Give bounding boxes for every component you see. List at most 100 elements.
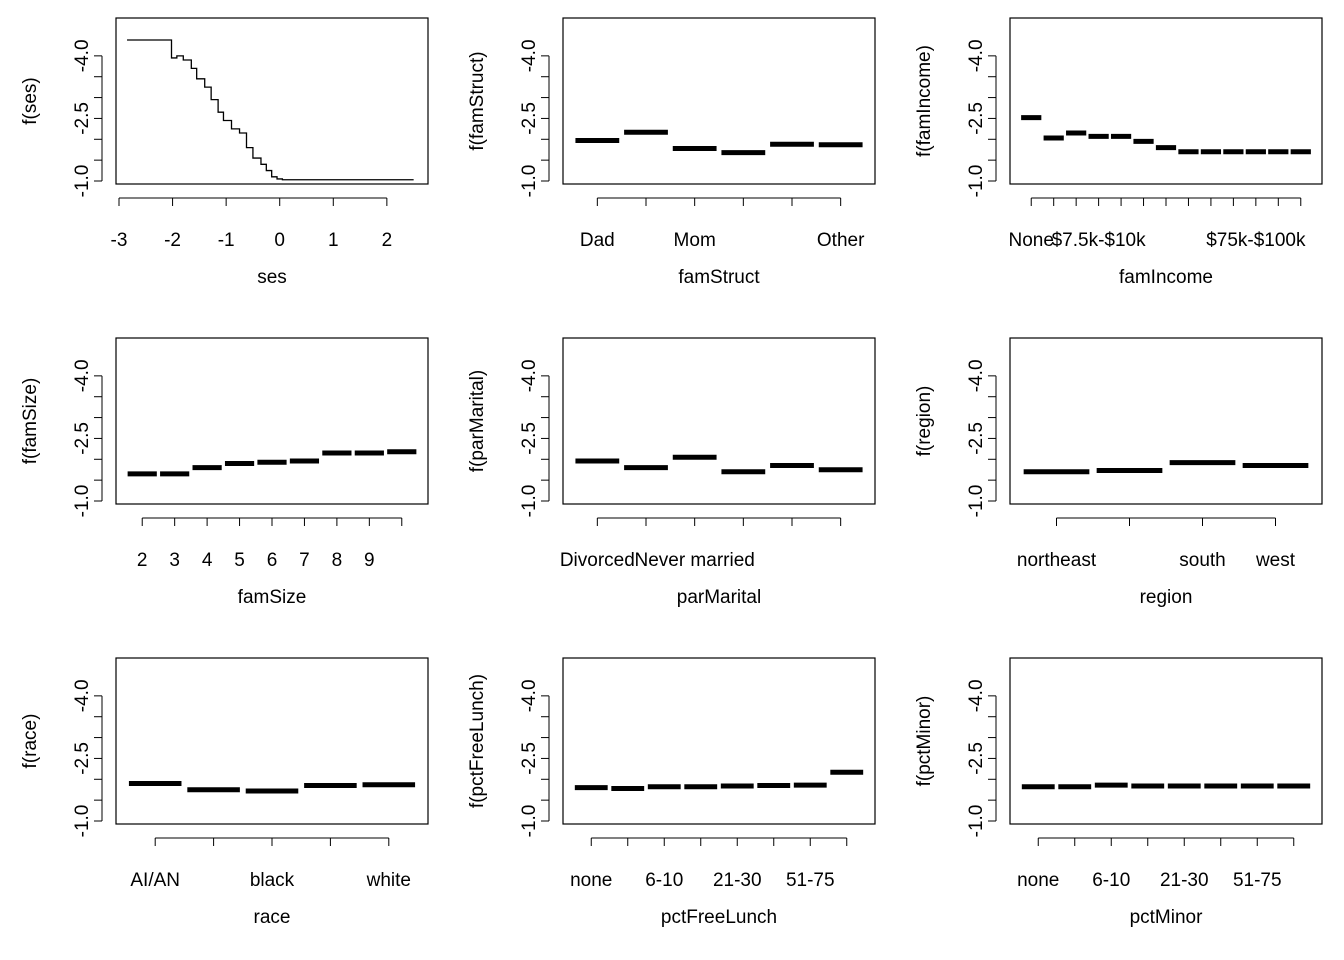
x-axis-label: region bbox=[1140, 587, 1193, 608]
x-tick-label: west bbox=[1255, 550, 1296, 571]
plot-frame bbox=[562, 17, 876, 185]
x-tick-label: 0 bbox=[274, 230, 285, 251]
x-tick-label: northeast bbox=[1017, 550, 1097, 571]
x-tick-label: 9 bbox=[364, 550, 375, 571]
x-tick-label: 8 bbox=[332, 550, 343, 571]
panel-race: -1.0 -2.5 -4.0 f(race) race AI/AN black white bbox=[20, 657, 429, 928]
y-tick-label: -1.0 bbox=[966, 165, 987, 198]
x-tick-label: 21-30 bbox=[1160, 870, 1209, 891]
y-tick-label: -1.0 bbox=[72, 165, 93, 198]
y-axis-label: f(region) bbox=[914, 386, 935, 457]
x-tick-label: None bbox=[1009, 230, 1054, 251]
y-tick-label: -4.0 bbox=[72, 679, 93, 712]
y-axis-label: f(pctMinor) bbox=[914, 696, 935, 787]
x-axis-label: parMarital bbox=[677, 587, 761, 608]
plot-frame bbox=[1009, 17, 1323, 185]
y-tick-label: -1.0 bbox=[966, 805, 987, 838]
x-tick-label: 5 bbox=[234, 550, 245, 571]
panel-famSize: -1.0 -2.5 -4.0 f(famSize) famSize 2 3 4 5 6 7 8 9 bbox=[20, 337, 429, 608]
x-tick-label: Other bbox=[817, 230, 865, 251]
x-tick-label: Dad bbox=[580, 230, 615, 251]
plot-frame bbox=[1009, 657, 1323, 825]
y-tick-label: -2.5 bbox=[966, 422, 987, 455]
y-tick-label: -2.5 bbox=[966, 102, 987, 135]
x-axis-label: famIncome bbox=[1119, 267, 1213, 288]
x-tick-label: south bbox=[1179, 550, 1225, 571]
x-axis-label: pctMinor bbox=[1130, 907, 1204, 928]
x-tick-label: $7.5k-$10k bbox=[1052, 230, 1147, 251]
y-tick-label: -4.0 bbox=[519, 359, 540, 392]
y-axis-label: f(parMarital) bbox=[467, 370, 488, 472]
y-tick-label: -2.5 bbox=[519, 102, 540, 135]
panel-region: -1.0 -2.5 -4.0 f(region) region northeast sout… bbox=[914, 337, 1323, 608]
y-axis-label: f(famSize) bbox=[20, 378, 41, 465]
y-tick-label: -4.0 bbox=[519, 39, 540, 72]
x-tick-label: 4 bbox=[202, 550, 213, 571]
x-axis-label: pctFreeLunch bbox=[661, 907, 777, 928]
plot-frame bbox=[115, 657, 429, 825]
x-tick-label: Mom bbox=[674, 230, 716, 251]
y-axis-label: f(race) bbox=[20, 714, 41, 769]
x-tick-label: -3 bbox=[111, 230, 128, 251]
y-tick-label: -4.0 bbox=[72, 359, 93, 392]
plot-frame bbox=[115, 17, 429, 185]
y-tick-label: -2.5 bbox=[519, 422, 540, 455]
y-tick-label: -1.0 bbox=[519, 485, 540, 518]
panel-pctMinor: -1.0 -2.5 -4.0 f(pctMinor) pctMinor none 6-10 2… bbox=[914, 657, 1323, 928]
y-tick-label: -1.0 bbox=[72, 485, 93, 518]
x-tick-label: 6-10 bbox=[1092, 870, 1130, 891]
x-axis-label: famSize bbox=[238, 587, 307, 608]
y-tick-label: -2.5 bbox=[72, 742, 93, 775]
x-tick-label: 7 bbox=[299, 550, 310, 571]
x-tick-label: 1 bbox=[328, 230, 339, 251]
x-tick-label: Divorced bbox=[560, 550, 635, 571]
y-tick-label: -2.5 bbox=[72, 422, 93, 455]
panel-famIncome: -1.0 -2.5 -4.0 f(famIncome) famIncome None$7.… bbox=[914, 17, 1323, 288]
x-tick-label: 51-75 bbox=[786, 870, 835, 891]
x-tick-label: white bbox=[366, 870, 411, 891]
y-tick-label: -4.0 bbox=[966, 679, 987, 712]
x-tick-label: -2 bbox=[164, 230, 181, 251]
x-tick-label: 2 bbox=[137, 550, 148, 571]
x-tick-label: $75k-$100k bbox=[1206, 230, 1306, 251]
x-tick-label: none bbox=[1017, 870, 1059, 891]
x-tick-label: 6 bbox=[267, 550, 278, 571]
series-line bbox=[127, 39, 414, 181]
x-tick-label: 51-75 bbox=[1233, 870, 1282, 891]
y-tick-label: -1.0 bbox=[519, 165, 540, 198]
y-tick-label: -2.5 bbox=[519, 742, 540, 775]
y-tick-label: -4.0 bbox=[966, 39, 987, 72]
panel-famStruct: -1.0 -2.5 -4.0 f(famStruct) famStruct Dad Mom O… bbox=[467, 17, 876, 288]
y-tick-label: -1.0 bbox=[519, 805, 540, 838]
plot-frame bbox=[1009, 337, 1323, 505]
y-tick-label: -1.0 bbox=[72, 805, 93, 838]
x-axis-label: famStruct bbox=[678, 267, 760, 288]
x-tick-label: AI/AN bbox=[130, 870, 180, 891]
y-tick-label: -1.0 bbox=[966, 485, 987, 518]
x-tick-label: none bbox=[570, 870, 612, 891]
y-tick-label: -4.0 bbox=[966, 359, 987, 392]
x-tick-label: 6-10 bbox=[645, 870, 683, 891]
y-tick-label: -2.5 bbox=[72, 102, 93, 135]
x-tick-label: -1 bbox=[218, 230, 235, 251]
panel-parMarital: -1.0 -2.5 -4.0 f(parMarital) parMarital Divor… bbox=[467, 337, 876, 608]
plot-frame bbox=[115, 337, 429, 505]
plot-frame bbox=[562, 657, 876, 825]
x-tick-label: 2 bbox=[382, 230, 393, 251]
x-tick-label: 21-30 bbox=[713, 870, 762, 891]
y-axis-label: f(pctFreeLunch) bbox=[467, 674, 488, 808]
y-axis-label: f(famIncome) bbox=[914, 45, 935, 157]
x-tick-label: Never married bbox=[634, 550, 754, 571]
y-axis-label: f(famStruct) bbox=[467, 51, 488, 150]
y-axis-label: f(ses) bbox=[20, 77, 41, 125]
plot-frame bbox=[562, 337, 876, 505]
y-tick-label: -2.5 bbox=[966, 742, 987, 775]
x-axis-label: ses bbox=[257, 267, 287, 288]
x-axis-label: race bbox=[254, 907, 291, 928]
x-tick-label: 3 bbox=[169, 550, 180, 571]
y-tick-label: -4.0 bbox=[72, 39, 93, 72]
x-tick-label: black bbox=[250, 870, 295, 891]
panel-pctFreeLunch: -1.0 -2.5 -4.0 f(pctFreeLunch) pctFreeLunch n… bbox=[467, 657, 876, 928]
panel-ses: -1.0 -2.5 -4.0 f(ses) ses -3 -2 -1 0 1 2 bbox=[20, 17, 429, 288]
